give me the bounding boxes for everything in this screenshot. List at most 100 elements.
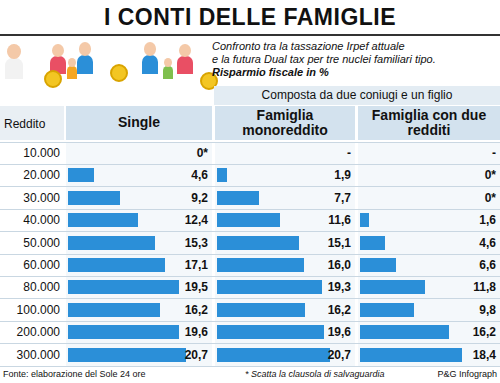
data-label: 11,6	[315, 213, 351, 227]
row-separator	[0, 366, 500, 367]
row-separator	[0, 276, 500, 277]
bar	[68, 168, 94, 182]
data-label: 15,1	[315, 236, 351, 250]
data-label: 6,6	[460, 258, 496, 272]
tick-label: 80.000	[0, 280, 60, 294]
data-label: 20,7	[172, 348, 208, 362]
bar	[360, 236, 385, 250]
tick-label: 30.000	[0, 191, 60, 205]
data-label: 19,6	[172, 325, 208, 339]
tick-label: 20.000	[0, 168, 60, 182]
bar	[68, 236, 155, 250]
bar	[217, 280, 322, 294]
icon-head	[68, 58, 76, 67]
bar	[68, 191, 120, 205]
bar	[217, 348, 330, 362]
bar	[360, 280, 425, 294]
tick-label: 300.000	[0, 348, 60, 362]
data-label: 9,8	[460, 303, 496, 317]
credit: P&G Infograph	[410, 369, 497, 379]
tick-label: 10.000	[0, 146, 60, 160]
data-label: 9,2	[172, 191, 208, 205]
bar	[68, 258, 165, 272]
row-separator	[0, 321, 500, 322]
bar	[68, 325, 179, 339]
title: I CONTI DELLE FAMIGLIE	[0, 4, 500, 31]
bar	[360, 213, 369, 227]
data-label: 20,7	[315, 348, 351, 362]
icon-head	[164, 58, 172, 67]
subtitle: Risparmio fiscale in %	[212, 66, 500, 78]
icon-coin	[44, 70, 62, 88]
row-separator	[0, 298, 500, 299]
bar	[68, 348, 186, 362]
bar	[68, 303, 160, 317]
data-label: 16,2	[460, 325, 496, 339]
icon-body	[163, 66, 174, 79]
data-label: 19,6	[315, 325, 351, 339]
tick-label: 200.000	[0, 325, 60, 339]
data-label: -	[315, 146, 351, 160]
bar	[68, 280, 179, 294]
legend-entry: Famiglia monoreddito	[219, 108, 351, 138]
subtitle: Confronto tra la tassazione Irpef attual…	[212, 40, 500, 52]
icon-head	[179, 44, 191, 57]
row-separator	[0, 254, 500, 255]
bar	[360, 325, 449, 339]
data-label: 0*	[172, 146, 208, 160]
icon-body	[177, 56, 193, 74]
icon-head	[79, 42, 92, 56]
bar	[360, 258, 396, 272]
data-label: 12,4	[172, 213, 208, 227]
bar	[217, 191, 259, 205]
icon-body	[142, 55, 159, 75]
icon-head	[52, 44, 64, 57]
data-label: 17,1	[172, 258, 208, 272]
row-separator	[0, 343, 500, 344]
data-label: 19,3	[315, 280, 351, 294]
source: Fonte: elaborazione del Sole 24 ore	[3, 369, 243, 379]
icon-head	[144, 42, 157, 56]
legend-entry: Famiglia con due redditi	[362, 108, 496, 138]
data-label: 19,5	[172, 280, 208, 294]
bar	[217, 236, 299, 250]
bar	[217, 168, 227, 182]
group-label: Composta da due coniugi e un figlio	[214, 88, 500, 102]
data-label: 4,6	[172, 168, 208, 182]
axis-label: Reddito	[4, 117, 64, 131]
tick-label: 100.000	[0, 303, 60, 317]
chart-root: I CONTI DELLE FAMIGLIE Confronto tra la t…	[0, 0, 500, 383]
tick-label: 60.000	[0, 258, 60, 272]
tick-label: 40.000	[0, 213, 60, 227]
data-label: 1,6	[460, 213, 496, 227]
row-separator	[0, 209, 500, 210]
bar	[360, 348, 462, 362]
icon-head	[7, 44, 21, 59]
bar	[217, 258, 304, 272]
data-label: -	[460, 146, 496, 160]
tick-label: 50.000	[0, 236, 60, 250]
bar	[360, 303, 414, 317]
data-label: 15,3	[172, 236, 208, 250]
title-rule	[0, 34, 500, 36]
data-label: 16,2	[315, 303, 351, 317]
row-separator	[0, 186, 500, 187]
bar	[217, 213, 280, 227]
data-label: 4,6	[460, 236, 496, 250]
bar	[217, 303, 305, 317]
icon-body	[67, 66, 78, 79]
data-label: 16,0	[315, 258, 351, 272]
data-label: 7,7	[315, 191, 351, 205]
icon-body	[5, 58, 23, 79]
data-label: 1,9	[315, 168, 351, 182]
subtitle: e la futura Dual tax per tre nuclei fami…	[212, 53, 500, 65]
data-label: 0*	[460, 191, 496, 205]
row-separator	[0, 164, 500, 165]
data-label: 16,2	[172, 303, 208, 317]
data-label: 11,8	[460, 280, 496, 294]
data-label: 18,4	[460, 348, 496, 362]
data-label: 0*	[460, 168, 496, 182]
footnote: * Scatta la clausola di salvaguardia	[245, 369, 405, 379]
bar	[68, 213, 138, 227]
bar	[217, 325, 324, 339]
